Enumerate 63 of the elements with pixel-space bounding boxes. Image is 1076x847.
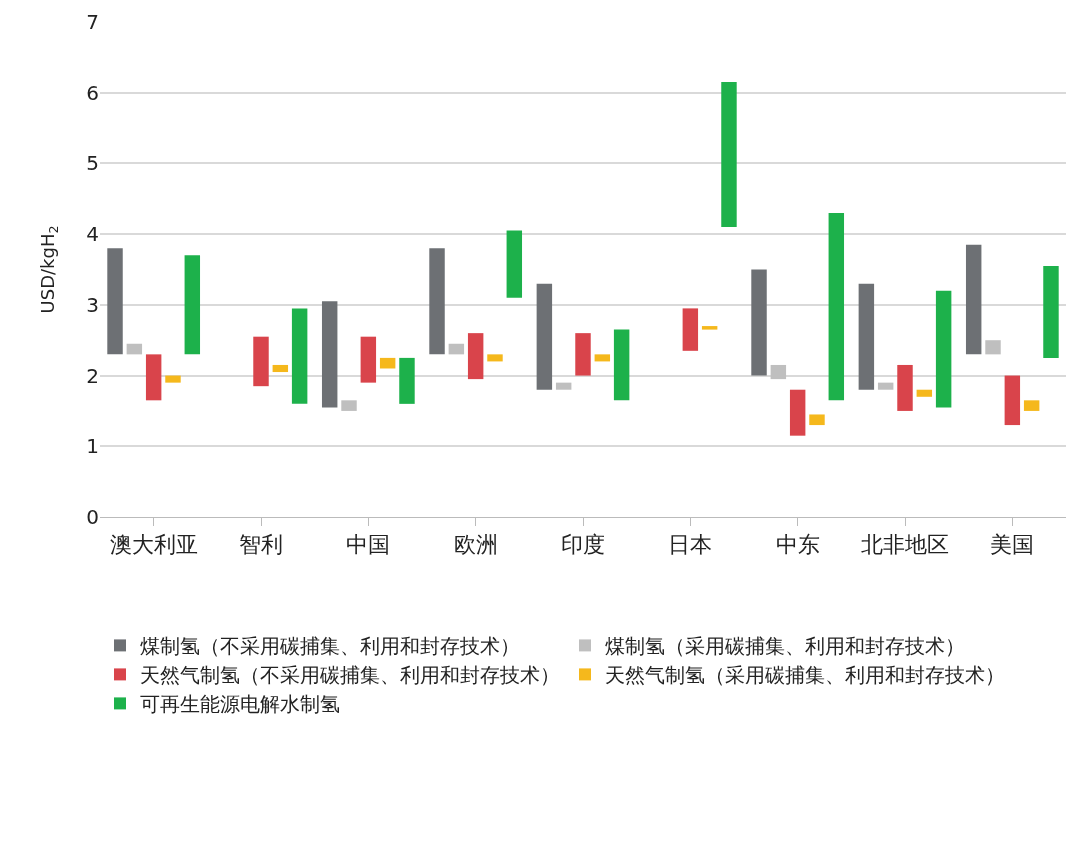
x-tick-label: 澳大利亚 bbox=[109, 532, 198, 558]
x-tick-label: 中国 bbox=[346, 532, 391, 558]
bar bbox=[399, 357, 415, 404]
x-tick-label: 日本 bbox=[668, 532, 713, 558]
bar bbox=[613, 329, 630, 401]
bar bbox=[770, 364, 787, 380]
x-tick-label: 欧洲 bbox=[453, 532, 498, 558]
bar bbox=[429, 248, 445, 355]
bar bbox=[165, 375, 181, 383]
bar bbox=[126, 343, 143, 355]
bar bbox=[897, 364, 913, 411]
x-tick-label: 北非地区 bbox=[861, 532, 949, 558]
y-tick-label: 6 bbox=[86, 80, 99, 105]
y-tick-label: 0 bbox=[86, 505, 99, 529]
bar bbox=[253, 336, 269, 387]
x-tick-label: 印度 bbox=[561, 532, 605, 558]
y-tick-label: 3 bbox=[86, 292, 99, 317]
bar bbox=[1004, 375, 1021, 426]
bar bbox=[506, 230, 523, 298]
bar bbox=[107, 248, 123, 355]
bar bbox=[1023, 400, 1040, 411]
y-tick-label: 4 bbox=[86, 222, 99, 247]
bar bbox=[682, 308, 699, 351]
bar bbox=[935, 290, 952, 408]
bar bbox=[858, 283, 875, 390]
bar bbox=[272, 364, 289, 373]
bar bbox=[145, 354, 162, 401]
bar bbox=[379, 357, 396, 369]
x-tick-label: 美国 bbox=[990, 532, 1035, 558]
legend-label: 天然气制氢（采用碳捕集、利用和封存技术） bbox=[605, 663, 1005, 688]
bar bbox=[291, 308, 308, 404]
bar bbox=[555, 382, 572, 390]
bar bbox=[360, 336, 377, 383]
y-tick-label: 7 bbox=[86, 10, 99, 34]
legend-label: 可再生能源电解水制氢 bbox=[140, 692, 340, 717]
x-tick-label: 中东 bbox=[775, 532, 820, 558]
bar bbox=[721, 82, 737, 228]
bar bbox=[594, 354, 611, 362]
bar bbox=[789, 389, 806, 436]
y-tick-label: 2 bbox=[86, 363, 99, 388]
bar bbox=[487, 354, 503, 362]
bar bbox=[1043, 265, 1059, 358]
bar bbox=[321, 301, 338, 408]
x-tick-label: 智利 bbox=[239, 532, 283, 558]
legend-label: 天然气制氢（不采用碳捕集、利用和封存技术） bbox=[140, 663, 560, 688]
bar bbox=[809, 414, 825, 426]
bar bbox=[184, 255, 201, 355]
bar bbox=[916, 389, 933, 397]
bar bbox=[467, 333, 484, 380]
legend-label: 煤制氢（采用碳捕集、利用和封存技术） bbox=[605, 634, 965, 659]
bar bbox=[575, 333, 591, 376]
bar bbox=[341, 400, 357, 411]
bar bbox=[536, 283, 553, 390]
legend-label: 煤制氢（不采用碳捕集、利用和封存技术） bbox=[140, 634, 520, 659]
y-tick-label: 1 bbox=[86, 434, 99, 459]
bar bbox=[751, 269, 767, 376]
y-tick-label: 5 bbox=[86, 151, 99, 176]
bar bbox=[448, 343, 465, 355]
bar bbox=[701, 326, 718, 330]
bar bbox=[877, 382, 894, 390]
bar bbox=[965, 244, 982, 355]
bar bbox=[985, 340, 1001, 355]
bar bbox=[828, 212, 845, 401]
